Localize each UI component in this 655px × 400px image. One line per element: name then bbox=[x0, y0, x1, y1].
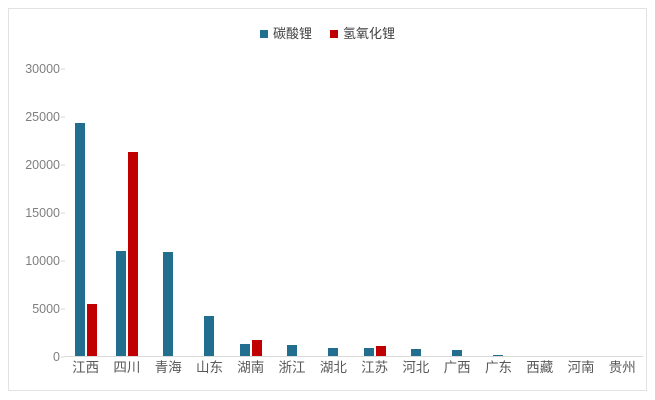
bar-carbonate[interactable] bbox=[204, 315, 215, 357]
x-axis-tick-label: 广西 bbox=[443, 360, 471, 375]
y-axis-tick-label: 30000 bbox=[25, 61, 60, 76]
bar-carbonate[interactable] bbox=[410, 349, 421, 357]
bar-carbonate[interactable] bbox=[74, 122, 85, 357]
bar-group bbox=[602, 69, 643, 357]
bar-group bbox=[560, 69, 601, 357]
y-axis-tick-label: 15000 bbox=[25, 205, 60, 220]
bar-carbonate[interactable] bbox=[452, 349, 463, 357]
y-axis-tick-mark bbox=[61, 212, 65, 214]
x-axis-tick-label: 湖北 bbox=[319, 360, 347, 375]
x-axis-tick-label: 贵州 bbox=[608, 360, 636, 375]
bar-carbonate[interactable] bbox=[239, 343, 250, 357]
bar-group bbox=[230, 69, 271, 357]
bar-group bbox=[519, 69, 560, 357]
bar-hydroxide[interactable] bbox=[251, 339, 262, 357]
x-axis-tick-label: 湖南 bbox=[237, 360, 265, 375]
x-axis-tick-label: 西藏 bbox=[526, 360, 554, 375]
y-axis: 0 5000 10000 15000 20000 25000 30000 bbox=[17, 63, 65, 363]
bar-carbonate[interactable] bbox=[163, 252, 174, 357]
y-axis-tick-mark bbox=[61, 260, 65, 262]
bar-group bbox=[395, 69, 436, 357]
plot-area bbox=[65, 69, 643, 357]
legend-label: 碳酸锂 bbox=[272, 26, 312, 41]
bar-group bbox=[65, 69, 106, 357]
x-axis-tick-label: 青海 bbox=[154, 360, 182, 375]
axis-baseline bbox=[65, 356, 643, 357]
bar-group bbox=[313, 69, 354, 357]
y-axis-tick-label: 0 bbox=[53, 349, 60, 364]
chart-legend: 碳酸锂 氢氧化锂 bbox=[9, 27, 646, 40]
bar-group bbox=[437, 69, 478, 357]
x-axis-tick-label: 广东 bbox=[484, 360, 512, 375]
x-axis-tick-label: 江苏 bbox=[361, 360, 389, 375]
bar-carbonate[interactable] bbox=[363, 348, 374, 357]
x-axis-tick-label: 河南 bbox=[567, 360, 595, 375]
y-axis-tick-label: 20000 bbox=[25, 157, 60, 172]
legend-item[interactable]: 氢氧化锂 bbox=[330, 27, 395, 40]
y-axis-tick-mark bbox=[61, 116, 65, 118]
bar-group bbox=[106, 69, 147, 357]
y-axis-tick-mark bbox=[61, 356, 65, 358]
y-axis-tick-label: 5000 bbox=[32, 301, 60, 316]
bar-carbonate[interactable] bbox=[115, 250, 126, 357]
x-axis-tick-label: 山东 bbox=[195, 360, 223, 375]
x-axis-tick-label: 浙江 bbox=[278, 360, 306, 375]
bar-group bbox=[148, 69, 189, 357]
chart-container: 碳酸锂 氢氧化锂 0 5000 10000 15000 20000 25000 30000 江… bbox=[8, 8, 647, 391]
bar-groups bbox=[65, 69, 643, 357]
x-axis-tick-label: 江西 bbox=[72, 360, 100, 375]
bar-carbonate[interactable] bbox=[287, 345, 298, 357]
x-axis: 江西 四川 青海 山东 湖南 浙江 湖北 江苏 河北 广西 广东 西藏 河南 贵州 bbox=[65, 361, 643, 375]
legend-label: 氢氧化锂 bbox=[343, 26, 396, 41]
bar-hydroxide[interactable] bbox=[375, 345, 386, 357]
bar-group bbox=[271, 69, 312, 357]
bar-group bbox=[478, 69, 519, 357]
y-axis-tick-label: 10000 bbox=[25, 253, 60, 268]
x-axis-tick-label: 河北 bbox=[402, 360, 430, 375]
y-axis-tick-mark bbox=[61, 308, 65, 310]
x-axis-tick-label: 四川 bbox=[113, 360, 141, 375]
y-axis-tick-mark bbox=[61, 68, 65, 70]
bar-carbonate[interactable] bbox=[328, 348, 339, 357]
bar-hydroxide[interactable] bbox=[127, 151, 138, 357]
bar-group bbox=[189, 69, 230, 357]
bar-group bbox=[354, 69, 395, 357]
legend-item[interactable]: 碳酸锂 bbox=[259, 26, 312, 41]
legend-swatch-icon bbox=[259, 29, 268, 38]
y-axis-tick-label: 25000 bbox=[25, 109, 60, 124]
y-axis-tick-mark bbox=[61, 164, 65, 166]
legend-swatch-icon bbox=[330, 29, 338, 38]
bar-hydroxide[interactable] bbox=[86, 304, 97, 357]
